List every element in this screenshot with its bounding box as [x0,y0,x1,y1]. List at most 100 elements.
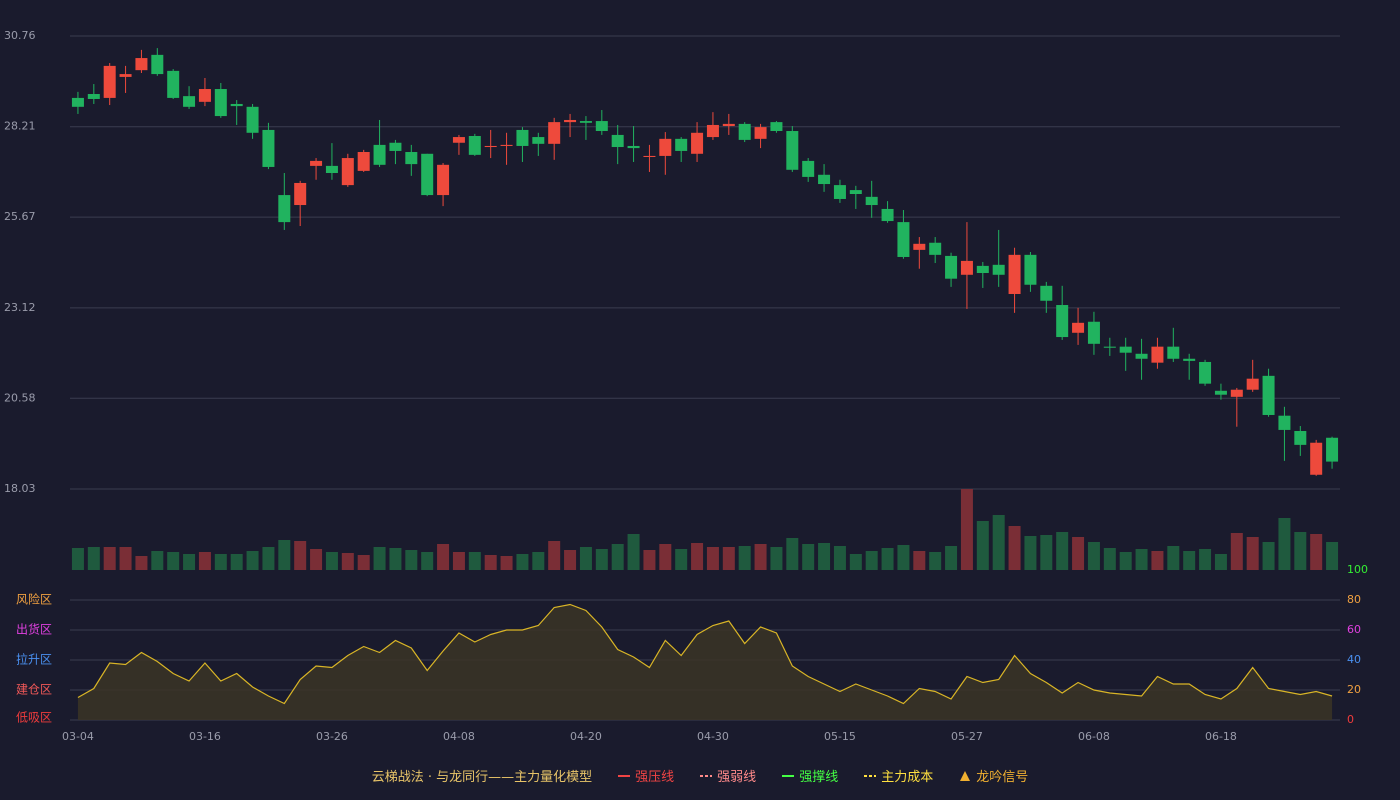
candle-body [595,121,608,132]
candle-body [405,152,418,165]
volume-bar [389,548,402,570]
candle-body [500,144,513,146]
legend-label: 强撑线 [799,770,839,785]
volume-bar [945,546,958,570]
candle-body [71,97,84,107]
zone-label: 风险区 [16,592,52,607]
y-tick-label: 28.21 [4,120,36,133]
y-tick-label: 18.03 [4,482,36,495]
volume-bar [246,551,259,570]
volume-bar [405,550,418,570]
legend-icon [782,774,795,777]
x-tick-label: 03-04 [62,730,94,743]
candle-body [532,137,545,144]
volume-bar [1072,537,1085,570]
zone-label: 低吸区 [16,711,52,725]
candle-body [1056,305,1069,338]
y-tick-label: 60 [1347,623,1361,636]
zone-label: 建仓区 [16,683,52,697]
x-tick-label: 05-15 [824,730,856,743]
volume-bar [1040,535,1053,570]
zone-label: 出货区 [16,622,52,637]
volume-bar [278,540,291,570]
candle-body [1024,254,1037,285]
volume-bar [675,549,688,570]
chart: 18.03 20.58 23.12 25.67 28.21 30.76 0 20 40 60 80 1… [4,29,1368,743]
volume-bar [230,554,243,570]
candle-body [849,190,862,194]
candle-body [786,131,799,170]
volume-bar [976,521,989,570]
candle-body [579,121,592,123]
x-tick-label: 05-27 [951,730,983,743]
candle-body [357,152,370,171]
x-tick-label: 03-26 [316,730,348,743]
candle-body [389,142,402,151]
volume-bar [294,541,307,570]
candle-body [881,208,894,222]
candle-body [770,122,783,132]
volume-bar [992,515,1005,570]
volume-bar [1087,542,1100,570]
candle-body [341,158,354,186]
volume-bar [532,552,545,570]
candle-body [897,222,910,257]
candle-body [183,96,196,107]
volume-bar [1024,536,1037,570]
candle-body [564,119,577,123]
candle-body [1135,353,1148,359]
volume-bar [1262,542,1275,570]
candle-body [421,153,434,196]
volume-bar [913,551,926,570]
volume-bar [643,550,656,570]
volume-bar [198,552,211,570]
legend-label: 强弱线 [717,770,757,785]
volume-bar [452,552,465,570]
candle-body [468,135,481,155]
candle-body [1294,430,1307,445]
x-tick-label: 04-30 [697,730,729,743]
volume-bar [627,534,640,570]
legend-title: 云梯战法 · 与龙同行——主力量化模型 [371,770,593,785]
legend-item: 强撑线 [782,766,838,785]
volume-bar [468,552,481,570]
volume-bar [611,544,624,570]
candle-body [1087,321,1100,344]
volume-bar [1056,532,1069,570]
volume-bar [802,544,815,570]
candle-body [706,124,719,138]
x-tick-label: 04-08 [443,730,475,743]
volume-bar [1310,534,1323,570]
candle-body [1214,390,1227,395]
volume-bar [1135,549,1148,570]
volume-bar [833,546,846,570]
legend-icon [960,770,971,781]
volume-bar [691,543,704,570]
candle-body [818,174,831,185]
y-tick-label: 23.12 [4,301,36,314]
y-tick-label: 20.58 [4,391,36,404]
volume-bar [897,545,910,570]
volume-bar [103,547,116,570]
candle-body [1103,346,1116,348]
candle-body [992,264,1005,275]
legend-item: 强弱线 [700,766,756,785]
volume-bar [1183,551,1196,570]
volume-bar [706,547,719,570]
candle-body [833,185,846,199]
volume-bar [548,541,561,570]
volume-bar [357,555,370,570]
volume-bar [1103,548,1116,570]
y-tick-label: 0 [1347,713,1354,726]
candle-body [230,103,243,107]
candle-body [135,58,148,71]
legend-label: 强压线 [635,770,675,785]
volume-bar [500,556,513,570]
candle-body [659,138,672,156]
candle-body [198,89,211,102]
candle-body [1040,285,1053,301]
volume-bar [262,547,275,570]
candle-body [516,129,529,146]
y-tick-label: 25.67 [4,210,36,223]
